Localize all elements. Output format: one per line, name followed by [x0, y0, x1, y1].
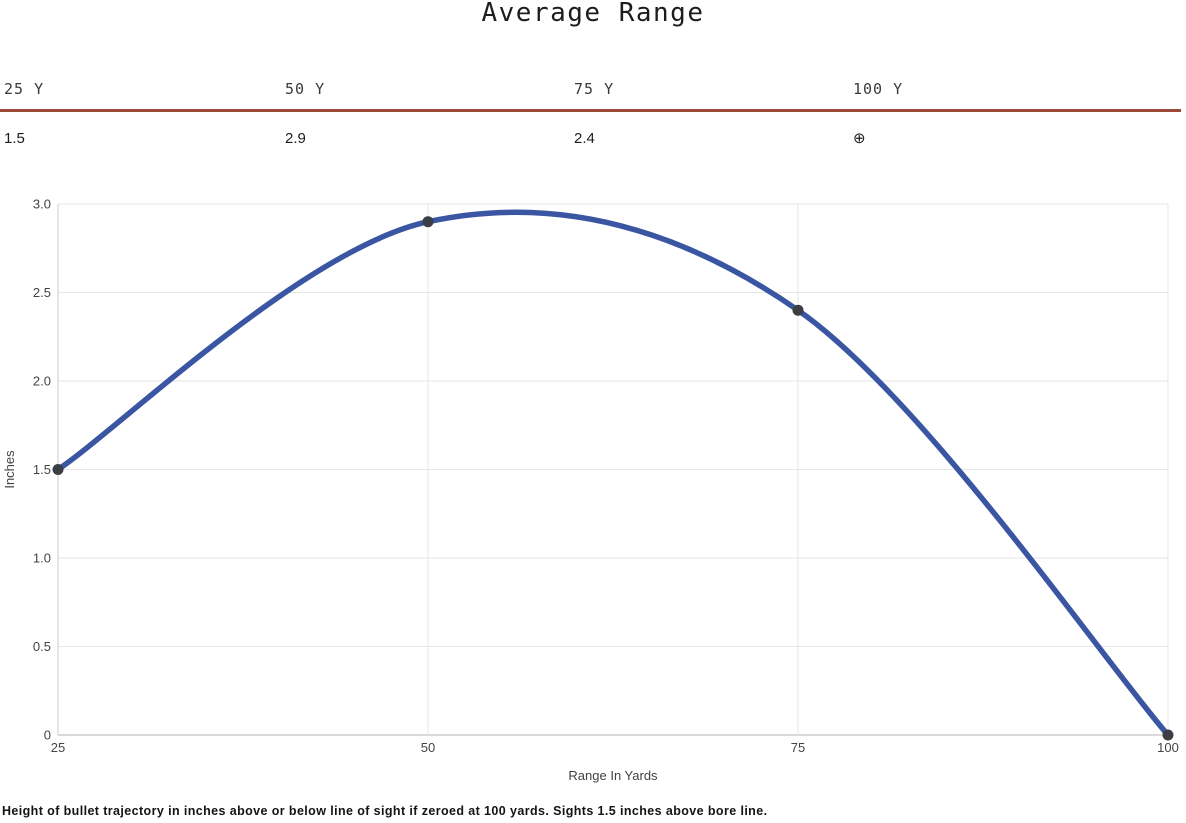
range-value-cell: 2.9	[285, 130, 306, 147]
page-title: Average Range	[481, 0, 705, 28]
trajectory-line	[55, 209, 1171, 738]
range-value-row: 1.5 2.9 2.4 ⊕	[0, 130, 1181, 148]
range-header-cell: 75 Y	[574, 80, 615, 98]
data-point[interactable]	[1162, 729, 1174, 741]
y-tick-label: 1.5	[33, 462, 51, 477]
range-header-row: 25 Y 50 Y 75 Y 100 Y	[0, 80, 1181, 98]
range-summary-table: 25 Y 50 Y 75 Y 100 Y 1.5 2.9 2.4 ⊕	[0, 80, 1181, 148]
data-point[interactable]	[52, 464, 64, 475]
y-tick-label: 3.0	[33, 197, 51, 212]
x-tick-label: 75	[791, 740, 805, 755]
range-value-cell: 1.5	[4, 130, 25, 147]
trajectory-chart-svg: 0 0.5 1.0 1.5 2.0 2.5 3.0 25 50 75 100 Inches Range …	[2, 197, 1179, 784]
x-tick-label: 25	[51, 740, 65, 755]
header-rule	[0, 109, 1181, 112]
range-header-cell: 25 Y	[4, 80, 45, 98]
range-value-cell: ⊕	[853, 130, 866, 147]
trajectory-chart: 0 0.5 1.0 1.5 2.0 2.5 3.0 25 50 75 100 Inches Range …	[0, 190, 1186, 790]
y-tick-label: 0.5	[33, 639, 51, 654]
x-tick-label: 100	[1157, 740, 1179, 755]
data-point[interactable]	[422, 216, 434, 228]
range-header-cell: 100 Y	[853, 80, 904, 98]
data-point[interactable]	[792, 304, 804, 316]
y-tick-label: 1.0	[33, 551, 51, 566]
x-tick-label: 50	[421, 740, 435, 755]
y-tick-label: 2.0	[33, 374, 51, 389]
chart-caption: Height of bullet trajectory in inches ab…	[2, 804, 768, 818]
y-tick-label: 0	[44, 728, 51, 743]
y-axis-title: Inches	[2, 450, 17, 489]
range-header-cell: 50 Y	[285, 80, 326, 98]
range-value-cell: 2.4	[574, 130, 595, 147]
x-axis-title: Range In Yards	[568, 768, 658, 783]
y-tick-label: 2.5	[33, 285, 51, 300]
